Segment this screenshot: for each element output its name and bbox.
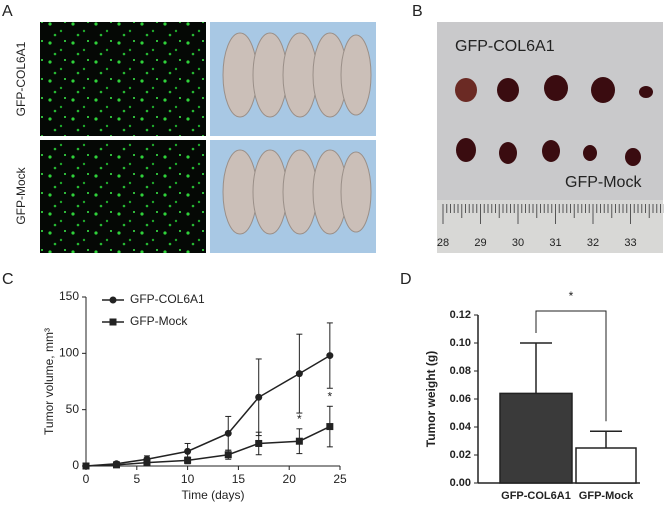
significance: * xyxy=(297,412,302,426)
y-axis-label: Tumor volume, mm³ xyxy=(42,328,56,435)
significance: * xyxy=(569,289,574,303)
y-tick-label: 0.02 xyxy=(450,449,471,461)
y-tick-label: 0.06 xyxy=(450,393,471,405)
panel-label: D xyxy=(400,271,412,288)
y-tick-label: 0.12 xyxy=(450,309,471,321)
bar xyxy=(499,392,573,484)
y-axis-label: Tumor weight (g) xyxy=(424,351,438,447)
panel-label: B xyxy=(412,3,423,20)
y-tick-label: 100 xyxy=(59,346,79,360)
panel-label: C xyxy=(2,271,14,288)
ruler-label: 29 xyxy=(474,237,486,249)
point xyxy=(184,456,192,464)
x-tick-label: 20 xyxy=(283,472,297,486)
point xyxy=(112,461,120,469)
point xyxy=(82,462,90,470)
series-line xyxy=(85,354,331,467)
x-tick-label: 15 xyxy=(232,472,246,486)
point xyxy=(255,439,263,447)
point xyxy=(295,370,303,378)
point xyxy=(224,451,232,459)
y-tick-label: 150 xyxy=(59,289,79,303)
legend-marker xyxy=(109,318,117,326)
y-tick-label: 0.00 xyxy=(450,477,471,489)
row-label: GFP-Mock xyxy=(14,166,28,224)
legend-marker xyxy=(109,296,117,304)
significance-bracket xyxy=(535,310,607,422)
point xyxy=(295,437,303,445)
mice xyxy=(222,32,372,235)
ruler-label: 32 xyxy=(587,237,599,249)
ruler-label: 30 xyxy=(512,237,524,249)
ruler xyxy=(437,200,663,253)
x-tick-label: GFP-COL6A1 xyxy=(501,490,571,502)
point xyxy=(143,459,151,467)
y-tick-label: 0.08 xyxy=(450,365,471,377)
y-tick-label: 0 xyxy=(72,458,79,472)
point xyxy=(326,352,334,360)
row-label: GFP-COL6A1 xyxy=(14,41,28,116)
point xyxy=(224,429,232,437)
x-tick-label: GFP-Mock xyxy=(579,490,634,502)
tumors xyxy=(455,75,653,166)
x-tick-label: 10 xyxy=(181,472,195,486)
ruler-label: 33 xyxy=(624,237,636,249)
group-label: GFP-Mock xyxy=(565,174,642,191)
legend-label: GFP-Mock xyxy=(130,314,188,328)
x-tick-label: 5 xyxy=(133,472,140,486)
legend-label: GFP-COL6A1 xyxy=(130,292,205,306)
fluorescence-image xyxy=(40,140,206,253)
significance: * xyxy=(328,389,333,403)
point xyxy=(326,423,334,431)
y-tick-label: 0.10 xyxy=(450,337,471,349)
panel-label: A xyxy=(2,3,13,20)
series-line xyxy=(85,425,331,467)
fluorescence-image xyxy=(40,22,206,136)
bar xyxy=(575,447,637,484)
ruler-ticks xyxy=(442,204,664,224)
y-tick-label: 50 xyxy=(66,402,80,416)
point xyxy=(255,393,263,401)
x-axis-label: Time (days) xyxy=(182,488,245,502)
point xyxy=(184,447,192,455)
x-tick-label: 0 xyxy=(83,472,90,486)
y-tick-label: 0.04 xyxy=(450,421,472,433)
ruler-label: 28 xyxy=(437,237,449,249)
group-label: GFP-COL6A1 xyxy=(455,38,555,55)
x-tick-label: 25 xyxy=(333,472,347,486)
ruler-label: 31 xyxy=(549,237,561,249)
